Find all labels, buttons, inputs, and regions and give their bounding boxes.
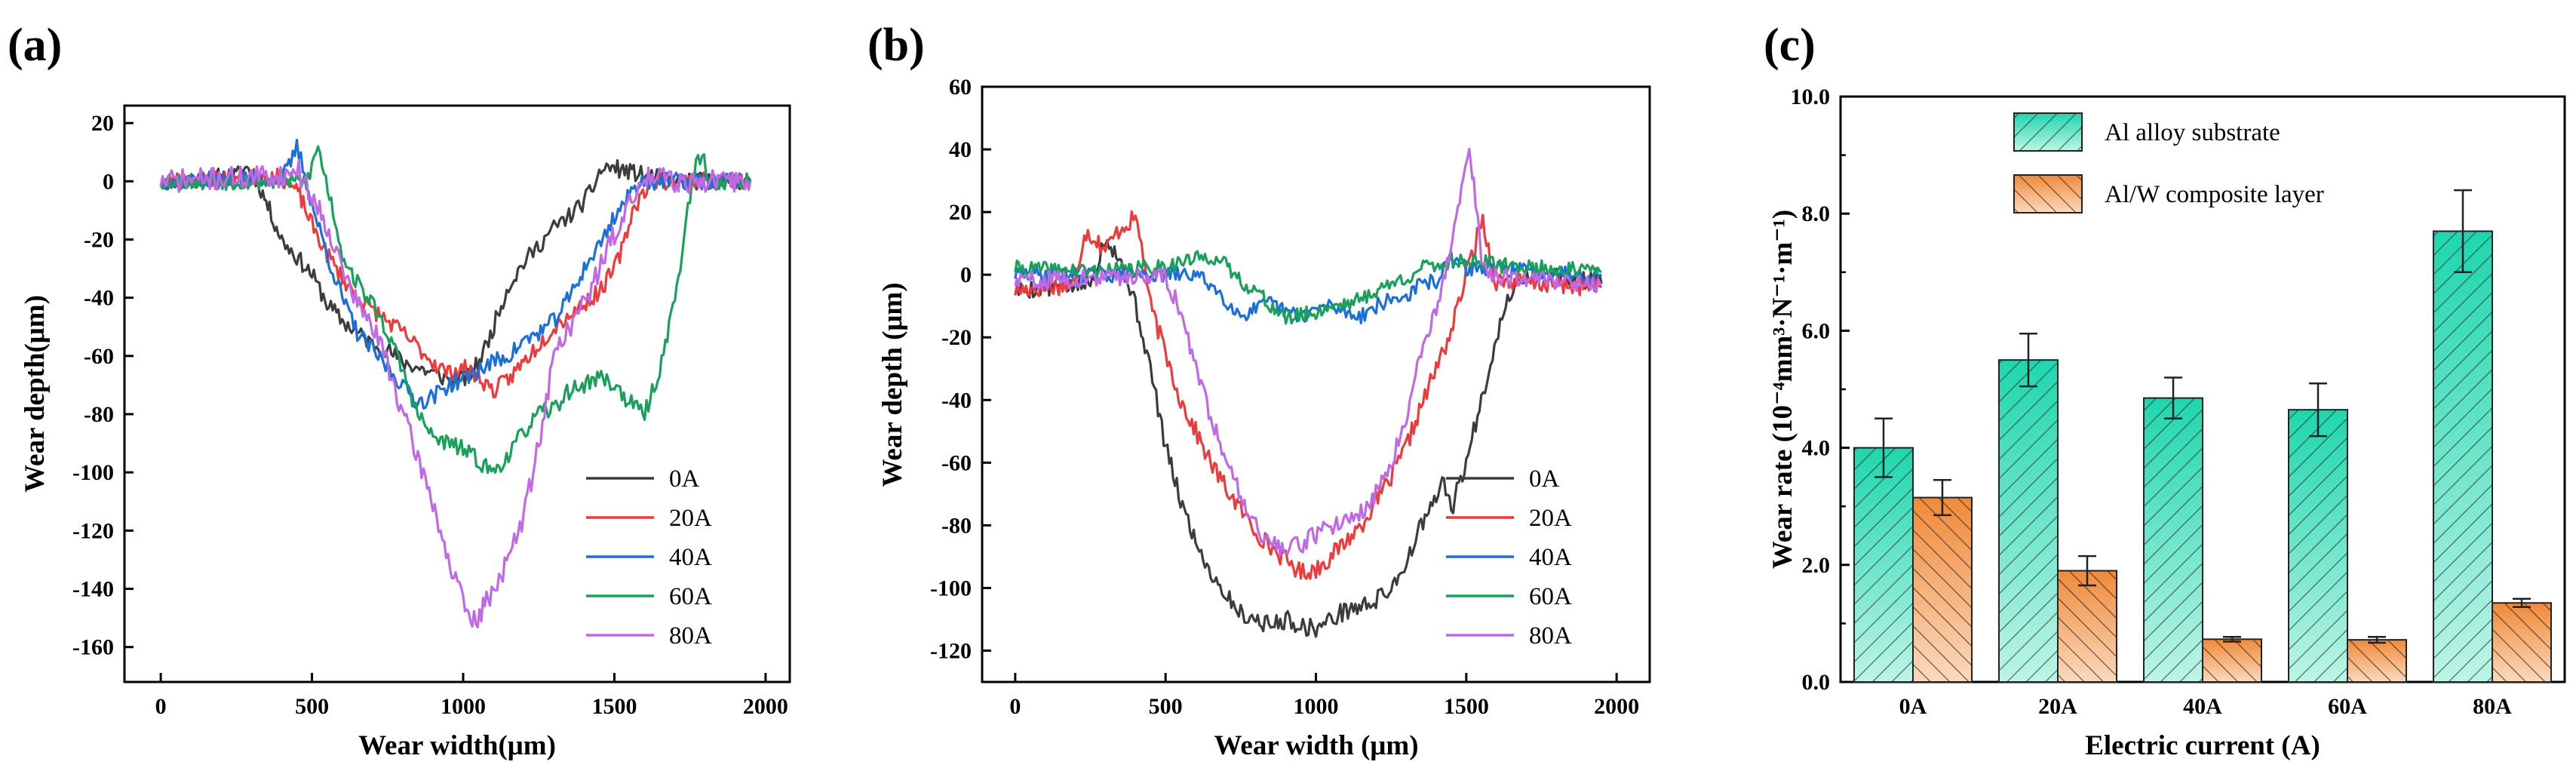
y-tick-label: -100 <box>930 576 972 600</box>
legend-label-80A: 80A <box>669 622 712 650</box>
legend-label-80A: 80A <box>1529 622 1572 650</box>
y-tick-label: -20 <box>84 227 114 252</box>
y-tick-label: 60 <box>949 75 972 100</box>
series-line-0A <box>1014 239 1603 638</box>
y-tick-label: -40 <box>84 286 114 311</box>
x-tick-label: 1500 <box>591 694 637 719</box>
x-tick-label: 60A <box>2328 694 2367 719</box>
y-tick-label: 8.0 <box>1802 201 1831 226</box>
y-tick-label: -120 <box>930 638 972 663</box>
bar-hatch-20A <box>1998 359 2059 683</box>
y-tick-label: 4.0 <box>1802 436 1831 461</box>
series-line-60A <box>1014 250 1602 325</box>
y-tick-label: 20 <box>949 200 972 225</box>
legend-label-40A: 40A <box>669 544 712 571</box>
legend-label-60A: 60A <box>669 583 712 610</box>
legend-label-0A: 0A <box>669 465 700 493</box>
panel-a: 0 500 1000 1500 2000 20 0 -20 -40 -60 -80 -100 -120 -… <box>20 104 791 761</box>
bar-hatch-40A <box>2143 397 2203 683</box>
panel-b: 0 500 1000 1500 2000 60 40 20 0 -20 -40 -60 -80 -100 -… <box>877 75 1651 761</box>
x-tick-label: 0A <box>1899 694 1927 719</box>
panel-b-ylabel: Wear depth (μm) <box>877 282 908 487</box>
y-tick-label: 10.0 <box>1791 84 1831 109</box>
y-tick-label: -80 <box>941 513 972 538</box>
bar-hatch-0A <box>1853 447 1914 683</box>
series-line-20A <box>1014 210 1603 580</box>
legend-label-20A: 20A <box>669 505 712 532</box>
panel-a-frame <box>123 104 791 683</box>
panel-b-xlabel: Wear width (μm) <box>1214 730 1418 761</box>
panel-c: 0.0 2.0 4.0 6.0 8.0 10.0 0A 20A 40A 60A 80A Al all… <box>1767 84 2566 761</box>
y-tick-label: 40 <box>949 137 972 162</box>
legend-label-40A: 40A <box>1529 544 1572 571</box>
bar-hatch-0A <box>1912 496 1973 683</box>
series-line-40A <box>159 138 752 410</box>
y-tick-label: 6.0 <box>1802 318 1831 343</box>
panel-a-ylabel: Wear depth(μm) <box>20 295 51 493</box>
x-tick-label: 500 <box>1149 694 1183 719</box>
legend-label: Al alloy substrate <box>2105 119 2280 146</box>
y-tick-label: -120 <box>72 518 114 543</box>
panel-b-label: (b) <box>867 20 925 71</box>
series-line-0A <box>160 159 752 389</box>
bar-hatch-60A <box>2288 409 2348 683</box>
y-tick-label: -160 <box>72 635 114 660</box>
x-tick-label: 500 <box>295 694 329 719</box>
x-tick-label: 20A <box>2038 694 2077 719</box>
y-tick-label: 0 <box>103 169 114 194</box>
x-tick-label: 0 <box>155 694 167 719</box>
x-tick-label: 2000 <box>1594 694 1639 719</box>
y-tick-label: -140 <box>72 577 114 602</box>
series-line-60A <box>159 145 751 475</box>
legend-label-0A: 0A <box>1529 465 1560 493</box>
panel-c-label: (c) <box>1764 20 1816 71</box>
panel-c-xlabel: Electric current (A) <box>2085 730 2320 761</box>
legend-swatch <box>2013 112 2083 152</box>
y-tick-label: -80 <box>84 402 114 427</box>
bar-hatch-80A <box>2492 602 2552 683</box>
bar-hatch-60A <box>2347 639 2407 683</box>
legend-label-20A: 20A <box>1529 505 1572 532</box>
x-tick-label: 40A <box>2183 694 2222 719</box>
y-tick-label: 2.0 <box>1802 553 1831 578</box>
y-tick-label: -20 <box>941 325 972 350</box>
legend-label-60A: 60A <box>1529 583 1572 610</box>
panel-a-label: (a) <box>8 20 62 71</box>
bar-hatch-20A <box>2057 570 2117 683</box>
x-tick-label: 1000 <box>441 694 486 719</box>
y-tick-label: 0.0 <box>1802 670 1831 695</box>
panel-c-ylabel: Wear rate (10⁻⁴mm³·N⁻¹·m⁻¹) <box>1767 210 1798 569</box>
y-tick-label: -60 <box>84 344 114 369</box>
bar-hatch-80A <box>2433 230 2493 683</box>
x-tick-label: 80A <box>2473 694 2512 719</box>
x-tick-label: 0 <box>1009 694 1021 719</box>
legend-swatch <box>2013 174 2083 213</box>
y-tick-label: -60 <box>941 450 972 475</box>
x-tick-label: 1000 <box>1294 694 1339 719</box>
bar-hatch-40A <box>2202 638 2262 683</box>
y-tick-label: -100 <box>72 460 114 485</box>
legend-label: Al/W composite layer <box>2105 181 2324 208</box>
panel-a-xlabel: Wear width(μm) <box>358 730 556 761</box>
y-tick-label: 0 <box>960 263 972 287</box>
series-line-80A <box>159 159 752 628</box>
y-tick-label: 20 <box>91 111 114 136</box>
y-tick-label: -40 <box>941 388 972 413</box>
series-line-80A <box>1014 147 1602 557</box>
x-tick-label: 1500 <box>1444 694 1489 719</box>
x-tick-label: 2000 <box>743 694 788 719</box>
